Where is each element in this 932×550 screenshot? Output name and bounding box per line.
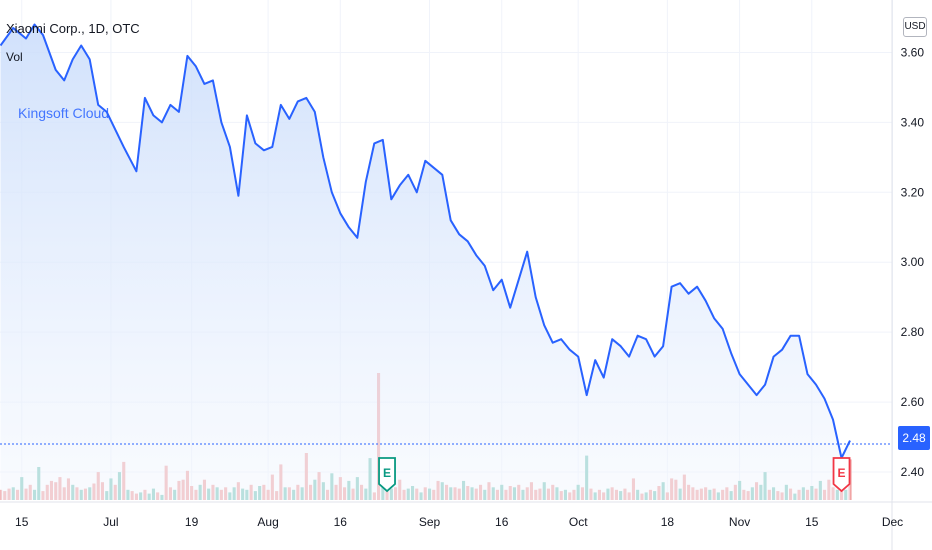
time-tick-label: Aug bbox=[257, 515, 278, 529]
earnings-badge-icon bbox=[378, 457, 396, 493]
price-area-fill bbox=[0, 24, 850, 500]
time-axis[interactable]: 15 Jul 19 Aug 16 Sep 16 Oct 18 Nov 15 Dec bbox=[15, 515, 903, 529]
time-tick-label: 16 bbox=[334, 515, 348, 529]
time-tick-label: 19 bbox=[185, 515, 199, 529]
earnings-marker[interactable]: E bbox=[378, 457, 396, 493]
price-tick-label: 2.40 bbox=[901, 465, 925, 479]
price-tick-label: 3.20 bbox=[901, 185, 925, 199]
price-tick-label: 3.00 bbox=[901, 255, 925, 269]
price-tick-label: 3.40 bbox=[901, 115, 925, 129]
time-tick-label: Sep bbox=[419, 515, 441, 529]
time-tick-label: Nov bbox=[729, 515, 750, 529]
price-tick-label: 2.60 bbox=[901, 395, 925, 409]
last-price-tag: 2.48 bbox=[898, 426, 930, 450]
earnings-marker[interactable]: E bbox=[832, 457, 851, 493]
time-tick-label: Dec bbox=[882, 515, 903, 529]
price-axis[interactable]: 3.60 3.40 3.20 3.00 2.80 2.60 2.40 bbox=[901, 45, 925, 479]
price-tick-label: 3.60 bbox=[901, 45, 925, 59]
time-tick-label: 15 bbox=[15, 515, 29, 529]
chart-annotation: Kingsoft Cloud bbox=[18, 105, 110, 121]
earnings-label: E bbox=[383, 466, 391, 480]
volume-legend[interactable]: Vol bbox=[6, 50, 23, 64]
symbol-legend[interactable]: Xiaomi Corp., 1D, OTC bbox=[6, 21, 140, 36]
time-tick-label: 18 bbox=[661, 515, 675, 529]
earnings-label: E bbox=[838, 466, 846, 480]
earnings-badge-icon bbox=[832, 457, 851, 493]
time-tick-label: Jul bbox=[103, 515, 118, 529]
currency-button[interactable]: USD bbox=[903, 17, 927, 37]
price-tick-label: 2.80 bbox=[901, 325, 925, 339]
time-tick-label: 16 bbox=[495, 515, 509, 529]
time-tick-label: Oct bbox=[569, 515, 588, 529]
time-tick-label: 15 bbox=[805, 515, 819, 529]
price-line bbox=[0, 23, 851, 459]
